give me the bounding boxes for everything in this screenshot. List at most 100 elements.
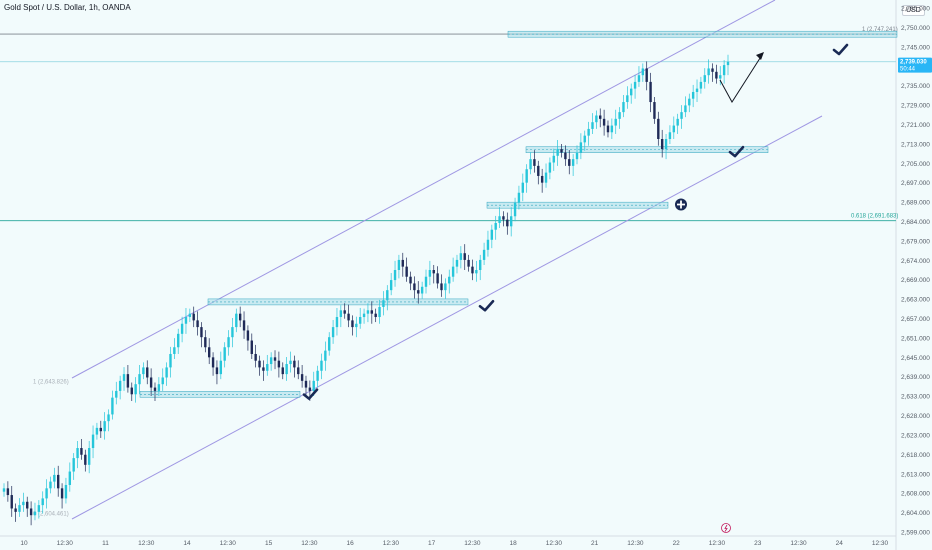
- candle-body: [304, 380, 308, 388]
- price-tick-label: 2,628.000: [901, 413, 930, 420]
- candle-body: [537, 165, 540, 176]
- candle-body: [393, 270, 397, 281]
- candle-body: [188, 313, 192, 318]
- sr-zone: [507, 30, 898, 38]
- candle-body: [281, 367, 284, 375]
- candle-body: [641, 68, 645, 76]
- candle-body: [26, 501, 29, 509]
- price-tick-label: 2,689.000: [901, 200, 930, 207]
- price-tick-label: 2,613.000: [901, 471, 930, 478]
- candle-body: [579, 142, 583, 153]
- candle-body: [91, 434, 95, 449]
- candle-body: [289, 360, 292, 365]
- candle-body: [691, 91, 695, 99]
- candle-body: [463, 253, 466, 260]
- candle-body: [424, 276, 428, 287]
- candle-body: [668, 132, 672, 139]
- time-tick-label: 12:30: [301, 540, 318, 547]
- candle-body: [192, 313, 195, 321]
- candle-body: [161, 377, 164, 385]
- price-tick-label: 2,735.000: [901, 83, 930, 90]
- price-tick-label: 2,618.000: [901, 452, 930, 459]
- candle-body: [529, 159, 532, 170]
- candle-body: [95, 427, 99, 435]
- price-tick-label: 2,651.000: [901, 335, 930, 342]
- candle-body: [653, 102, 656, 119]
- price-tick-label: 2,713.000: [901, 141, 930, 148]
- candle-body: [343, 310, 346, 314]
- candle-body: [722, 65, 726, 76]
- candle-body: [432, 270, 435, 274]
- candle-body: [223, 347, 226, 361]
- candle-body: [250, 340, 253, 354]
- candle-body: [29, 508, 33, 516]
- time-tick-label: 10: [20, 540, 28, 547]
- candle-body: [409, 276, 412, 284]
- candle-body: [645, 68, 648, 82]
- candle-body: [99, 427, 102, 432]
- candle-body: [362, 313, 366, 318]
- candle-body: [173, 347, 176, 354]
- candle-body: [328, 337, 331, 351]
- candle-body: [599, 115, 602, 119]
- candle-body: [633, 81, 637, 89]
- candle-body: [297, 367, 300, 375]
- candle-body: [149, 377, 153, 388]
- candle-body: [300, 374, 304, 381]
- fib-lower-1-label: 1 (2,643.826): [33, 379, 69, 385]
- candle-body: [180, 323, 184, 334]
- projection-arrowhead: [756, 52, 764, 60]
- candle-body: [211, 357, 215, 368]
- time-tick-label: 17: [428, 540, 436, 547]
- candle-body: [200, 327, 203, 338]
- fib-lower-0-label: 0 (2,604.461): [33, 512, 69, 518]
- candle-body: [316, 370, 319, 381]
- price-tick-label: 2,745.000: [901, 44, 930, 51]
- candle-body: [680, 112, 683, 119]
- candle-body: [575, 152, 579, 160]
- last-price-tag: [898, 57, 932, 73]
- candle-body: [347, 313, 350, 321]
- candle-body: [707, 68, 710, 76]
- candle-body: [2, 488, 6, 492]
- candle-body: [502, 216, 505, 220]
- candle-body: [138, 374, 141, 385]
- candle-body: [618, 112, 621, 119]
- candle-body: [676, 118, 679, 126]
- candle-body: [413, 283, 416, 291]
- candle-body: [122, 374, 126, 381]
- candle-body: [688, 98, 691, 106]
- candle-body: [374, 313, 377, 318]
- price-tick-label: 2,669.000: [901, 277, 930, 284]
- time-tick-label: 12:30: [709, 540, 726, 547]
- last-price-value: 2,739.030: [900, 60, 927, 66]
- candle-body: [33, 511, 37, 516]
- candle-body: [521, 182, 525, 193]
- candle-body: [630, 88, 633, 96]
- candle-body: [358, 317, 362, 324]
- candle-body: [235, 313, 238, 328]
- candle-body: [711, 68, 714, 72]
- candle-body: [312, 380, 315, 391]
- candle-body: [80, 448, 83, 455]
- price-tick-label: 2,721.000: [901, 122, 930, 129]
- channel-lower-line: [71, 115, 823, 520]
- candle-body: [614, 118, 617, 126]
- currency-selector[interactable]: USD: [902, 5, 925, 16]
- candle-body: [196, 320, 199, 328]
- candle-body: [142, 367, 145, 375]
- plus-sign-icon: [677, 200, 685, 209]
- time-tick-label: 12:30: [627, 540, 644, 547]
- candle-body: [548, 162, 552, 173]
- candle-body: [238, 313, 242, 321]
- check-icon: [832, 43, 849, 56]
- price-tick-label: 2,608.000: [901, 491, 930, 498]
- time-tick-label: 14: [183, 540, 191, 547]
- candle-body: [103, 421, 106, 432]
- lightning-bolt-icon: [724, 524, 728, 532]
- candle-body: [269, 357, 273, 365]
- candle-body: [204, 337, 207, 348]
- time-tick-label: 12:30: [383, 540, 400, 547]
- candle-body: [146, 367, 149, 378]
